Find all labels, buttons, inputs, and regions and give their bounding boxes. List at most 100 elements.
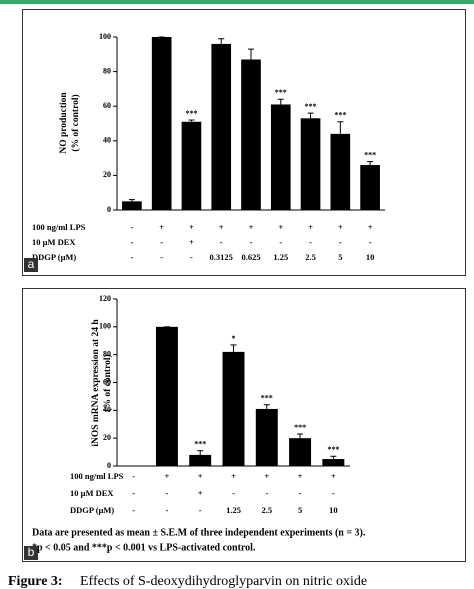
condition-value: 5 [298, 505, 302, 515]
y-tick-label: 0 [107, 461, 111, 470]
condition-value: + [198, 471, 203, 481]
condition-value: 2.5 [305, 252, 316, 262]
condition-label: DDGP (μM) [32, 252, 76, 262]
note: Data are presented as mean ± S.E.M of th… [32, 527, 366, 538]
condition-value: + [308, 222, 313, 232]
note: *p < 0.05 and ***p < 0.001 vs LPS-activa… [32, 542, 256, 553]
bar [155, 326, 178, 466]
condition-value: - [299, 488, 302, 498]
condition-value: + [331, 471, 336, 481]
condition-value: - [130, 252, 133, 262]
condition-value: 0.625 [241, 252, 260, 262]
y-tick-label: 40 [103, 136, 111, 145]
bar [255, 408, 278, 466]
bar [270, 104, 291, 210]
bar [181, 121, 202, 210]
condition-label: DDGP (μM) [70, 505, 114, 515]
y-tick-label: 0 [107, 205, 111, 214]
y-tick-label: 100 [99, 32, 111, 41]
condition-value: - [332, 488, 335, 498]
condition-value: + [231, 471, 236, 481]
condition-value: 5 [338, 252, 342, 262]
condition-value: - [309, 237, 312, 247]
condition-value: - [160, 237, 163, 247]
y-tick-label: 20 [103, 433, 111, 442]
condition-value: - [279, 237, 282, 247]
condition-value: + [278, 222, 283, 232]
top-bar [0, 0, 474, 4]
condition-value: - [132, 488, 135, 498]
panel-label: a [28, 257, 35, 271]
condition-value: - [132, 471, 135, 481]
bar [241, 59, 261, 210]
panel-label-box [24, 546, 38, 560]
bar [222, 351, 245, 466]
condition-value: + [189, 222, 194, 232]
condition-label: 100 ng/ml LPS [70, 471, 124, 481]
condition-value: - [369, 237, 372, 247]
y-tick-label: 100 [99, 322, 111, 331]
condition-label: 10 μM DEX [32, 237, 76, 247]
panel-label-box [24, 258, 38, 272]
condition-value: + [264, 471, 269, 481]
caption-label: Figure 3: [8, 574, 63, 589]
significance: *** [294, 423, 306, 432]
y-axis-label: NO production [59, 92, 69, 154]
condition-value: 10 [329, 505, 338, 515]
condition-value: - [339, 237, 342, 247]
significance: *** [334, 111, 346, 120]
condition-label: 100 ng/ml LPS [32, 222, 86, 232]
y-tick-label: 60 [103, 101, 111, 110]
bar [330, 133, 351, 210]
condition-value: + [189, 237, 194, 247]
condition-value: + [368, 222, 373, 232]
y-tick-label: 40 [103, 405, 111, 414]
condition-value: - [166, 488, 169, 498]
y-tick-label: 60 [103, 377, 111, 386]
bar [151, 37, 172, 210]
condition-value: + [159, 222, 164, 232]
significance: *** [185, 109, 197, 118]
y-tick-label: 80 [103, 349, 111, 358]
condition-value: - [130, 237, 133, 247]
significance: *** [275, 88, 287, 97]
y-axis-label: (% of control) [102, 354, 113, 411]
significance: *** [261, 394, 273, 403]
bar [211, 43, 232, 210]
caption-text: Effects of S-deoxydihydroglyparvin on ni… [80, 574, 367, 589]
y-tick-label: 120 [99, 294, 111, 303]
y-tick-label: 20 [103, 170, 111, 179]
condition-value: 10 [366, 252, 375, 262]
significance: *** [305, 102, 317, 111]
bar [300, 118, 321, 210]
condition-value: - [250, 237, 253, 247]
condition-value: 1.25 [273, 252, 288, 262]
significance: *** [327, 445, 339, 454]
condition-value: + [219, 222, 224, 232]
bar [360, 165, 380, 210]
condition-value: - [166, 505, 169, 515]
condition-value: - [130, 222, 133, 232]
condition-value: + [198, 488, 203, 498]
condition-value: 2.5 [261, 505, 272, 515]
condition-value: - [160, 252, 163, 262]
condition-value: - [265, 488, 268, 498]
panel-border [22, 288, 466, 562]
condition-label: 10 μM DEX [70, 488, 114, 498]
condition-value: + [298, 471, 303, 481]
condition-value: + [165, 471, 170, 481]
bar [122, 201, 142, 210]
significance: * [232, 334, 236, 343]
condition-value: - [220, 237, 223, 247]
condition-value: 1.25 [226, 505, 241, 515]
condition-value: + [338, 222, 343, 232]
condition-value: - [232, 488, 235, 498]
bar [289, 438, 312, 466]
y-tick-label: 80 [103, 66, 111, 75]
significance: *** [364, 150, 376, 159]
condition-value: + [249, 222, 254, 232]
significance: *** [194, 440, 206, 449]
y-axis-label: (% of control) [70, 94, 81, 151]
condition-value: - [199, 505, 202, 515]
